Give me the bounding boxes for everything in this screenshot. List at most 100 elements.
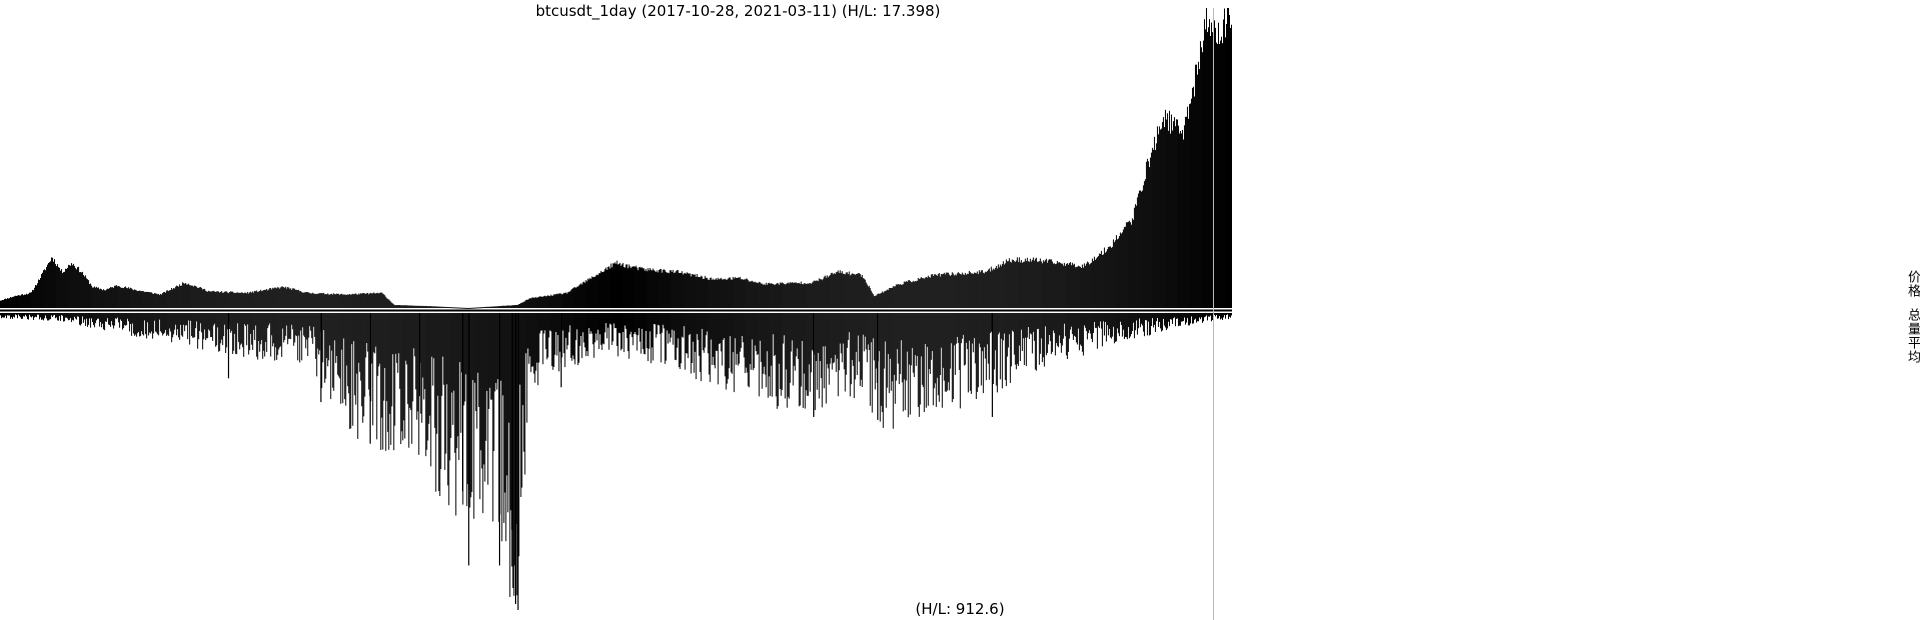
volume-bar [873,313,875,361]
price-bar [507,305,509,308]
price-bar [321,292,323,308]
price-bar [645,268,647,308]
price-bar [172,289,174,308]
price-bar [104,290,106,308]
price-bar [1114,240,1116,308]
price-bar [884,290,886,308]
volume-bar [705,313,707,336]
volume-bar [880,313,882,406]
volume-bar [836,313,838,359]
volume-bar [131,313,133,336]
volume-bar [1179,313,1181,326]
price-bar [140,290,142,308]
price-bar [589,277,591,308]
volume-bar [466,313,468,507]
price-bar [658,270,660,308]
price-bar [73,263,75,308]
volume-bar [1044,313,1046,327]
volume-bar [810,313,812,373]
price-bar [78,266,80,308]
price-bar [704,275,706,308]
volume-bar [147,313,149,323]
price-bar [340,293,342,308]
volume-bar [433,313,435,359]
volume-bar [270,313,272,357]
price-bar [1020,260,1022,308]
volume-bar [1162,313,1164,319]
volume-bar [1195,313,1197,323]
price-bar [620,265,622,308]
price-bar [992,268,994,308]
volume-bar [342,313,344,404]
volume-bar [70,313,72,319]
volume-bar [966,313,968,350]
volume-bar [321,313,323,388]
volume-bar [1071,313,1073,335]
price-bar [922,278,924,308]
price-bar [924,277,926,308]
price-bar [121,287,123,308]
price-bar [164,291,166,308]
volume-bar [939,313,941,376]
volume-bar [566,313,568,350]
price-bar [609,268,611,308]
price-bar [885,290,887,308]
volume-bar [930,313,932,360]
volume-bar [1118,313,1120,337]
volume-bar [955,313,957,344]
volume-spike [517,313,519,610]
volume-bar [581,313,583,359]
price-bar [686,272,688,308]
price-bar [354,293,356,308]
volume-bar [872,313,874,339]
volume-bar [315,313,317,359]
volume-spike [991,313,993,417]
volume-bar [800,313,802,387]
volume-bar [203,313,205,340]
price-bar [584,282,586,308]
volume-bar [673,313,675,331]
volume-bar [455,313,457,516]
price-bar [59,267,61,308]
price-bar [1160,128,1162,308]
price-bar [746,278,748,308]
price-bar [1207,27,1209,308]
price-bar [1031,259,1033,308]
price-bar [728,277,730,308]
price-bar [248,293,250,308]
price-bar [222,292,224,308]
volume-bar [1185,313,1187,323]
price-bar [125,286,127,308]
price-bar [45,270,47,308]
volume-bar [361,313,363,407]
volume-bar [975,313,977,400]
volume-bar [1155,313,1157,322]
volume-bar [1134,313,1136,331]
price-bar [467,307,469,309]
volume-bar [729,313,731,337]
volume-bar [330,313,332,400]
price-bar [277,287,279,308]
price-bar [688,273,690,308]
price-bar [586,281,588,308]
volume-bar [943,313,945,381]
price-bar [769,283,771,308]
price-bar [120,287,122,308]
price-bar [58,267,60,308]
volume-bar [633,313,635,335]
volume-bar [533,313,535,374]
price-bar [1109,246,1111,308]
volume-spike [560,313,562,388]
volume-bar [87,313,89,327]
volume-bar [804,313,806,409]
volume-bar [903,313,905,380]
volume-bar [349,313,351,430]
price-bar [426,306,428,308]
volume-bar [1157,313,1159,327]
volume-bar [844,313,846,392]
price-bar [218,291,220,308]
volume-bar [1040,313,1042,339]
price-bar [1161,122,1163,308]
volume-bar [12,313,14,319]
price-bar [523,301,525,308]
